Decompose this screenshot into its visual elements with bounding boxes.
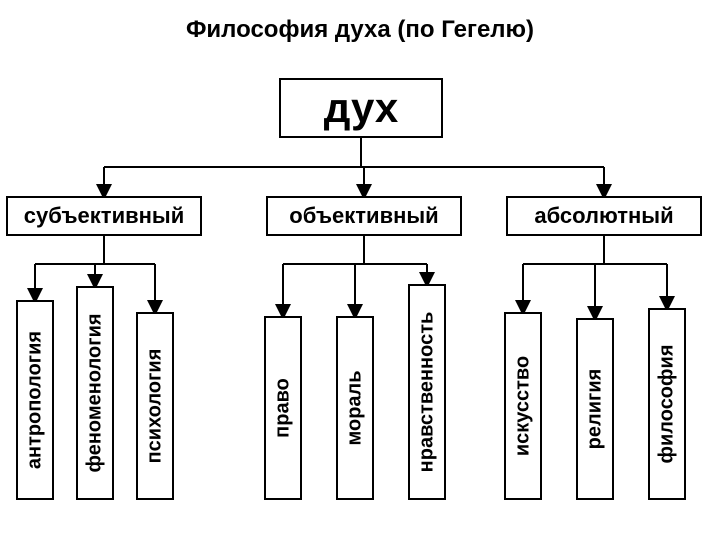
root-node: дух <box>279 78 443 138</box>
leaf-label-1: феноменология <box>84 313 107 472</box>
leaf-label-6: искусство <box>512 356 535 456</box>
leaf-label-5: нравственность <box>416 312 439 473</box>
leaf-label-0: антропология <box>24 331 47 469</box>
leaf-label-2: психология <box>144 349 167 464</box>
leaf-label-4: мораль <box>344 370 367 445</box>
branch-subj: субъективный <box>6 196 202 236</box>
leaf-label-3: право <box>272 378 295 438</box>
leaf-label-8: философия <box>656 345 679 464</box>
diagram-title: Философия духа (по Гегелю) <box>0 16 720 44</box>
leaf-label-7: религия <box>584 369 607 450</box>
branch-abs: абсолютный <box>506 196 702 236</box>
branch-obj: объективный <box>266 196 462 236</box>
